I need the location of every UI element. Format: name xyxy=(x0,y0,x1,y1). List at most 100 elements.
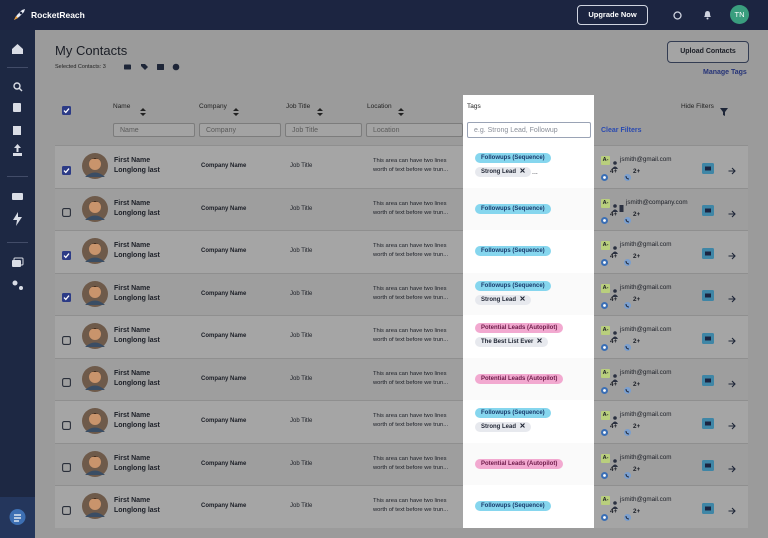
job-title: Job Title xyxy=(290,503,313,510)
remove-tag[interactable] xyxy=(520,422,525,432)
tag-chip[interactable]: Followups (Sequence) xyxy=(475,280,551,291)
contact-photo xyxy=(82,493,108,520)
select-all-checkbox[interactable] xyxy=(62,102,71,115)
tag-chip[interactable]: Strong Lead xyxy=(475,294,532,305)
row-checkbox[interactable] xyxy=(62,204,71,218)
tag-chip[interactable]: Potential Leads (Autopilot) xyxy=(475,323,564,334)
row-checkbox[interactable] xyxy=(62,374,71,388)
row-checkbox[interactable] xyxy=(62,289,71,303)
manage-tags-link[interactable]: Manage Tags xyxy=(703,69,747,76)
bulk-action-icons[interactable] xyxy=(122,63,184,72)
tag-chip[interactable]: Followups (Sequence) xyxy=(475,153,551,164)
email-action[interactable] xyxy=(702,331,714,344)
sort-icon[interactable] xyxy=(317,103,323,116)
social-count: 2+ xyxy=(633,168,641,176)
sort-icon[interactable] xyxy=(140,103,146,116)
phone-icon xyxy=(601,466,608,479)
row-checkbox[interactable] xyxy=(62,332,71,345)
first-name: First Name xyxy=(114,454,151,462)
last-name: Longlong last xyxy=(114,422,160,430)
contact-photo xyxy=(82,153,108,180)
column-header: Company xyxy=(199,103,227,110)
email-action[interactable] xyxy=(702,501,714,514)
email-action[interactable] xyxy=(702,246,714,259)
support-icon[interactable] xyxy=(673,11,682,20)
sort-icon[interactable] xyxy=(233,103,239,116)
column-header: Location xyxy=(367,103,392,110)
tag-chip[interactable]: Potential Leads (Autopilot) xyxy=(475,458,564,469)
open-action[interactable] xyxy=(728,375,736,388)
email-action[interactable] xyxy=(702,203,714,217)
bell-icon[interactable] xyxy=(703,10,712,20)
grade-badge: A- xyxy=(601,241,610,251)
job-title: Job Title xyxy=(290,460,313,467)
row-checkbox[interactable] xyxy=(62,502,71,515)
remove-tag[interactable] xyxy=(520,295,525,305)
tag-chip[interactable]: Followups (Sequence) xyxy=(475,408,551,419)
contact-photo xyxy=(82,450,108,477)
email-action[interactable] xyxy=(702,161,714,174)
tag-chip[interactable]: Strong Lead xyxy=(475,167,532,178)
phone-icon xyxy=(601,423,608,437)
open-action[interactable] xyxy=(728,290,736,303)
open-action[interactable] xyxy=(728,417,736,430)
hide-filters[interactable]: Hide Filters xyxy=(681,103,714,110)
filter-input[interactable]: Location xyxy=(366,123,463,137)
tag-chip[interactable]: Potential Leads (Autopilot) xyxy=(475,373,564,384)
tag-chip[interactable]: Followups (Sequence) xyxy=(475,203,551,214)
avatar[interactable] xyxy=(730,5,749,24)
email-action[interactable] xyxy=(702,458,714,472)
sort-icon[interactable] xyxy=(398,103,404,116)
clear-filters[interactable]: Clear Filters xyxy=(601,127,642,134)
filter-input[interactable]: Job Title xyxy=(285,123,362,137)
remove-tag[interactable] xyxy=(537,337,543,347)
email-action[interactable] xyxy=(702,288,714,302)
open-action[interactable] xyxy=(728,332,736,345)
location-line: worth of text before we trun... xyxy=(373,209,449,216)
email-action[interactable] xyxy=(702,416,714,429)
open-action[interactable] xyxy=(728,205,736,218)
phone-icon xyxy=(601,253,608,267)
filter-input[interactable]: e.g. Strong Lead, Followup xyxy=(467,122,591,138)
email-icon xyxy=(612,284,619,297)
email: jsmith@company.com xyxy=(626,198,688,206)
location-line: This area can have two lines xyxy=(373,498,447,505)
first-name: First Name xyxy=(114,327,151,335)
grade-badge: A- xyxy=(601,156,610,166)
location-line: This area can have two lines xyxy=(373,455,447,462)
open-action[interactable] xyxy=(728,502,736,515)
row xyxy=(55,357,748,400)
row-checkbox[interactable] xyxy=(62,162,71,175)
last-name: Longlong last xyxy=(114,379,160,387)
row-checkbox[interactable] xyxy=(62,459,71,473)
upload-button[interactable] xyxy=(667,41,749,63)
remove-tag[interactable] xyxy=(520,167,525,177)
social-count: 2+ xyxy=(633,380,641,388)
tags-cell xyxy=(463,145,594,188)
tag-chip[interactable]: Followups (Sequence) xyxy=(475,246,551,257)
upgrade-button[interactable] xyxy=(577,5,648,25)
last-name: Longlong last xyxy=(114,337,160,345)
more-tags[interactable]: ... xyxy=(532,169,538,177)
filter-input[interactable]: Name xyxy=(113,123,195,137)
phone-count: 4+ xyxy=(610,168,618,176)
column-header: Job Title xyxy=(286,103,311,110)
contact-photo xyxy=(82,280,108,307)
filter-input[interactable]: Company xyxy=(199,123,281,137)
location-line: worth of text before we trun... xyxy=(373,379,449,386)
tags-cell xyxy=(463,400,594,443)
tag-chip[interactable]: Strong Lead xyxy=(475,422,532,433)
open-action[interactable] xyxy=(728,247,736,260)
email-action[interactable] xyxy=(702,373,714,387)
row-checkbox[interactable] xyxy=(62,247,71,260)
location-line: worth of text before we trun... xyxy=(373,294,449,301)
tag-chip[interactable]: Followups (Sequence) xyxy=(475,501,551,512)
tag-chip[interactable]: The Best List Ever xyxy=(475,337,549,348)
selected-count: Selected Contacts: 3 xyxy=(55,64,106,70)
email: jsmith@gmail.com xyxy=(620,241,672,249)
open-action[interactable] xyxy=(728,162,736,175)
filter-icon[interactable] xyxy=(720,103,728,116)
row-checkbox[interactable] xyxy=(62,417,71,430)
open-action[interactable] xyxy=(728,460,736,473)
location-line: This area can have two lines xyxy=(373,243,447,250)
